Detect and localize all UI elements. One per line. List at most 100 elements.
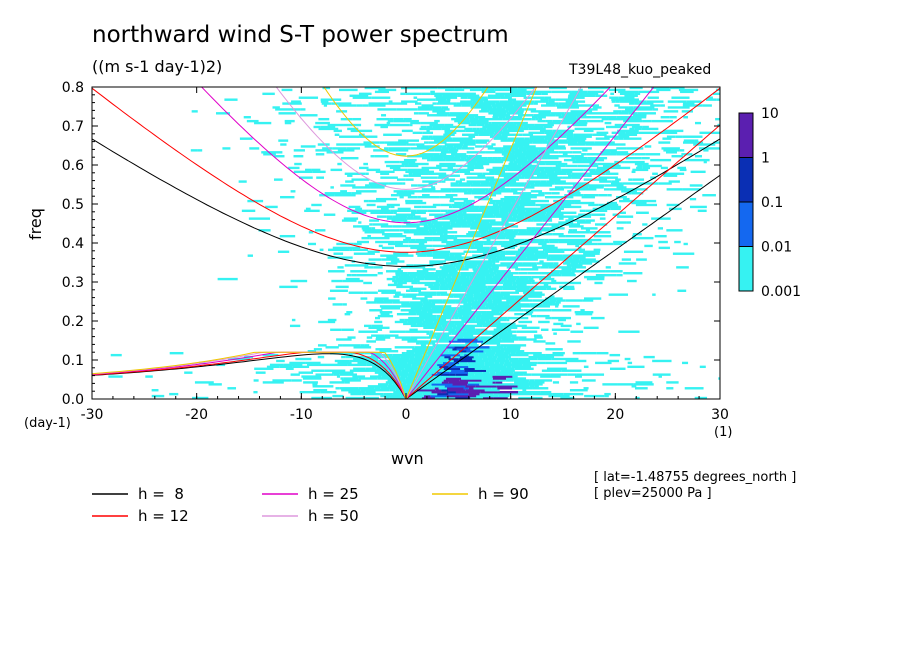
heatmap-cell bbox=[289, 361, 306, 365]
heatmap-cell bbox=[512, 375, 518, 378]
heatmap-cell bbox=[416, 322, 426, 326]
heatmap-cell bbox=[427, 223, 434, 226]
heatmap-cell bbox=[677, 166, 687, 170]
heatmap-cell bbox=[327, 318, 337, 322]
heatmap-cell bbox=[663, 129, 677, 133]
heatmap-cell bbox=[415, 377, 435, 380]
heatmap-cell bbox=[392, 215, 408, 218]
heatmap-cell bbox=[578, 250, 600, 253]
heatmap-cell bbox=[536, 166, 553, 170]
heatmap-cell bbox=[424, 385, 428, 388]
heatmap-cell bbox=[476, 123, 485, 127]
heatmap-cell bbox=[338, 88, 358, 92]
heatmap-cell bbox=[399, 318, 405, 322]
heatmap-cell bbox=[565, 100, 586, 103]
heatmap-cell bbox=[514, 367, 534, 370]
heatmap-cell bbox=[605, 172, 619, 175]
heatmap-cell bbox=[516, 195, 537, 199]
heatmap-cell bbox=[580, 215, 592, 218]
heatmap-cell bbox=[542, 301, 556, 304]
heatmap-cell bbox=[595, 137, 610, 140]
heatmap-cell bbox=[550, 213, 564, 216]
heatmap-cell bbox=[477, 338, 492, 341]
heatmap-cell bbox=[453, 238, 475, 242]
heatmap-cell bbox=[484, 361, 495, 365]
heatmap-cell bbox=[540, 390, 552, 394]
heatmap-cell bbox=[485, 289, 495, 292]
heatmap-cell bbox=[439, 238, 448, 242]
heatmap-cell bbox=[403, 238, 411, 242]
heatmap-cell bbox=[523, 168, 531, 172]
heatmap-cell bbox=[579, 209, 586, 213]
heatmap-cell bbox=[533, 139, 548, 142]
heatmap-cell bbox=[539, 184, 553, 187]
kelvin-curve-h-50 bbox=[405, 87, 582, 399]
heatmap-cell bbox=[624, 160, 645, 164]
heatmap-cell bbox=[500, 348, 521, 351]
heatmap-cell bbox=[429, 332, 452, 335]
heatmap-cell bbox=[440, 314, 463, 318]
heatmap-cell bbox=[472, 332, 482, 335]
heatmap-cell bbox=[642, 164, 662, 168]
heatmap-cell bbox=[407, 168, 430, 172]
heatmap-cell bbox=[486, 168, 508, 172]
heatmap-cell bbox=[541, 135, 557, 138]
heatmap-cell bbox=[632, 114, 647, 117]
heatmap-cell bbox=[421, 250, 433, 253]
heatmap-cell bbox=[505, 182, 525, 185]
heatmap-cell bbox=[335, 387, 340, 390]
heatmap-cell bbox=[520, 194, 531, 197]
heatmap-cell bbox=[505, 250, 521, 253]
heatmap-cell bbox=[437, 176, 449, 179]
heatmap-cell bbox=[428, 299, 443, 302]
heatmap-cell bbox=[469, 88, 490, 92]
heatmap-cell bbox=[621, 190, 637, 193]
heatmap-cell bbox=[607, 194, 612, 197]
heatmap-cell bbox=[413, 387, 435, 390]
heatmap-cell bbox=[574, 254, 596, 257]
heatmap-cell bbox=[466, 114, 479, 117]
heatmap-cell bbox=[319, 194, 326, 197]
heatmap-cell bbox=[400, 266, 409, 269]
heatmap-cell bbox=[434, 396, 456, 399]
heatmap-cell bbox=[596, 131, 609, 135]
heatmap-cell bbox=[561, 114, 568, 117]
heatmap-cell bbox=[347, 209, 369, 213]
heatmap-cell bbox=[388, 242, 403, 246]
heatmap-cell bbox=[686, 100, 702, 103]
heatmap-cell bbox=[608, 88, 626, 92]
heatmap-cell bbox=[586, 153, 599, 156]
heatmap-cell bbox=[358, 92, 372, 96]
heatmap-cell bbox=[441, 381, 449, 384]
heatmap-cell bbox=[491, 387, 498, 390]
heatmap-cell bbox=[431, 301, 446, 304]
heatmap-cell bbox=[491, 227, 501, 230]
heatmap-cell bbox=[448, 295, 454, 298]
heatmap-cell bbox=[435, 348, 453, 351]
heatmap-cell bbox=[500, 330, 508, 333]
heatmap-cell bbox=[440, 293, 449, 296]
heatmap-cell bbox=[478, 133, 490, 136]
heatmap-cell bbox=[416, 209, 428, 213]
heatmap-cell bbox=[492, 166, 506, 170]
heatmap-cell bbox=[511, 295, 528, 298]
heatmap-cell bbox=[422, 180, 442, 183]
heatmap-cell bbox=[552, 303, 560, 306]
heatmap-cell bbox=[352, 248, 369, 252]
heatmap-cell bbox=[571, 270, 591, 273]
heatmap-cell bbox=[558, 139, 568, 142]
heatmap-cell bbox=[536, 262, 542, 265]
heatmap-cell bbox=[277, 250, 290, 253]
heatmap-cell bbox=[575, 188, 597, 191]
heatmap-cell bbox=[642, 125, 649, 129]
heatmap-cell bbox=[467, 190, 486, 193]
heatmap-cell bbox=[506, 324, 527, 328]
heatmap-cell bbox=[618, 96, 635, 99]
heatmap-cell bbox=[443, 236, 458, 240]
heatmap-cell bbox=[492, 106, 497, 109]
heatmap-cell bbox=[380, 207, 389, 211]
heatmap-cell bbox=[444, 178, 456, 181]
heatmap-cell bbox=[503, 233, 518, 236]
heatmap-cell bbox=[433, 155, 455, 158]
heatmap-cell bbox=[432, 190, 452, 193]
